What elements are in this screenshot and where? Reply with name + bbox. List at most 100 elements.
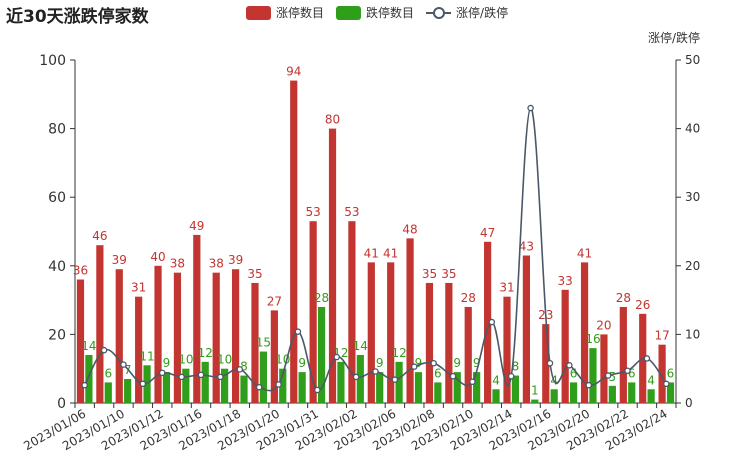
data-label-limit-down: 6: [667, 366, 675, 380]
bar-limit-up: [367, 262, 375, 403]
data-label-limit-up: 39: [228, 253, 243, 267]
point-ratio: [158, 369, 166, 377]
point-ratio: [488, 318, 496, 326]
legend-item-limit-up[interactable]: 涨停数目: [246, 4, 324, 21]
bar-limit-up: [425, 282, 434, 403]
bar-limit-up: [484, 241, 492, 403]
point-ratio: [391, 376, 399, 383]
point-ratio: [430, 359, 437, 367]
bar-limit-up: [406, 238, 414, 403]
bar-limit-up: [445, 282, 453, 403]
point-ratio: [372, 368, 379, 375]
bar-limit-down: [453, 372, 461, 403]
point-ratio: [294, 328, 302, 335]
point-ratio: [314, 386, 321, 394]
data-label-limit-up: 94: [286, 65, 301, 79]
legend: 涨停数目 跌停数目 涨停/跌停: [246, 4, 520, 21]
bar-limit-up: [270, 310, 278, 403]
series-line-ratio: [83, 107, 667, 392]
data-label-limit-down: 12: [198, 346, 213, 360]
y-axis-right-tick-label: 40: [685, 122, 700, 136]
data-label-limit-down: 8: [512, 360, 520, 374]
bar-limit-up: [619, 306, 627, 403]
y-axis-right-tick-label: 20: [685, 259, 700, 273]
data-label-limit-down: 6: [434, 366, 442, 380]
data-label-limit-down: 4: [647, 373, 655, 387]
data-label-limit-up: 46: [92, 229, 107, 243]
bar-limit-up: [251, 282, 259, 403]
data-label-limit-up: 47: [480, 226, 495, 240]
point-ratio: [333, 353, 340, 361]
data-label-limit-down: 9: [415, 356, 423, 370]
legend-line-icon: [426, 6, 452, 20]
y-axis-left-tick-label: 100: [39, 53, 66, 69]
point-ratio: [100, 346, 108, 354]
data-label-limit-down: 11: [139, 349, 154, 363]
legend-swatch-limit-down: [336, 5, 362, 20]
point-ratio: [663, 380, 670, 388]
bar-limit-down: [259, 351, 267, 403]
bar-limit-up: [290, 80, 298, 403]
data-label-limit-up: 28: [616, 291, 631, 305]
data-label-limit-down: 9: [298, 356, 306, 370]
point-ratio: [197, 371, 205, 379]
data-label-limit-up: 41: [577, 246, 592, 260]
bar-limit-down: [511, 375, 520, 403]
bar-limit-up: [173, 272, 182, 403]
point-ratio: [139, 380, 147, 388]
bar-limit-up: [328, 128, 337, 403]
y-axis-left-tick-label: 60: [48, 190, 66, 206]
data-label-limit-up: 41: [383, 246, 398, 260]
point-ratio: [585, 381, 593, 389]
bar-limit-up: [580, 262, 589, 403]
bar-limit-up: [348, 221, 356, 403]
point-ratio: [527, 104, 534, 112]
y-axis-left-tick-label: 80: [48, 122, 66, 138]
data-label-limit-up: 28: [461, 291, 476, 305]
legend-item-limit-down[interactable]: 跌停数目: [336, 4, 414, 21]
point-ratio: [566, 362, 573, 369]
data-label-limit-up: 17: [654, 329, 669, 343]
data-label-limit-up: 39: [112, 253, 127, 267]
point-ratio: [275, 381, 282, 388]
point-ratio: [81, 381, 88, 389]
bar-limit-down: [298, 372, 306, 403]
point-ratio: [120, 361, 127, 368]
point-ratio: [236, 366, 244, 373]
legend-label-ratio: 涨停/跌停: [456, 6, 509, 20]
point-ratio: [178, 373, 185, 381]
bar-limit-up: [658, 344, 666, 403]
data-label-limit-down: 12: [391, 346, 406, 360]
point-ratio: [643, 355, 651, 362]
data-label-limit-up: 31: [131, 281, 146, 295]
legend-item-ratio[interactable]: 涨停/跌停: [426, 4, 508, 21]
legend-label-limit-down: 跌停数目: [366, 6, 415, 20]
bar-limit-down: [395, 361, 403, 403]
data-label-limit-up: 31: [499, 281, 514, 295]
bar-limit-down: [317, 306, 326, 403]
data-label-limit-up: 20: [596, 318, 611, 332]
data-label-limit-down: 14: [353, 339, 368, 353]
data-label-limit-down: 10: [178, 353, 193, 367]
bar-limit-down: [221, 368, 229, 403]
point-ratio: [255, 383, 263, 391]
bar-limit-down: [492, 389, 500, 403]
bar-limit-up: [212, 272, 220, 403]
bar-limit-down: [550, 389, 558, 403]
data-label-limit-up: 35: [441, 267, 456, 281]
point-ratio: [546, 359, 554, 367]
bar-limit-up: [522, 255, 530, 403]
bar-limit-down: [608, 385, 616, 403]
data-label-limit-up: 43: [519, 240, 534, 254]
point-ratio: [469, 378, 476, 385]
bar-limit-up: [542, 324, 550, 403]
point-ratio: [604, 372, 612, 379]
bar-limit-down: [201, 361, 209, 403]
data-label-limit-down: 6: [104, 366, 112, 380]
bar-limit-up: [96, 245, 104, 403]
point-ratio: [449, 372, 457, 380]
data-label-limit-down: 28: [314, 291, 329, 305]
data-label-limit-up: 26: [635, 298, 650, 312]
legend-swatch-limit-up: [246, 5, 271, 20]
chart-title: 近30天涨跌停家数: [6, 7, 149, 27]
